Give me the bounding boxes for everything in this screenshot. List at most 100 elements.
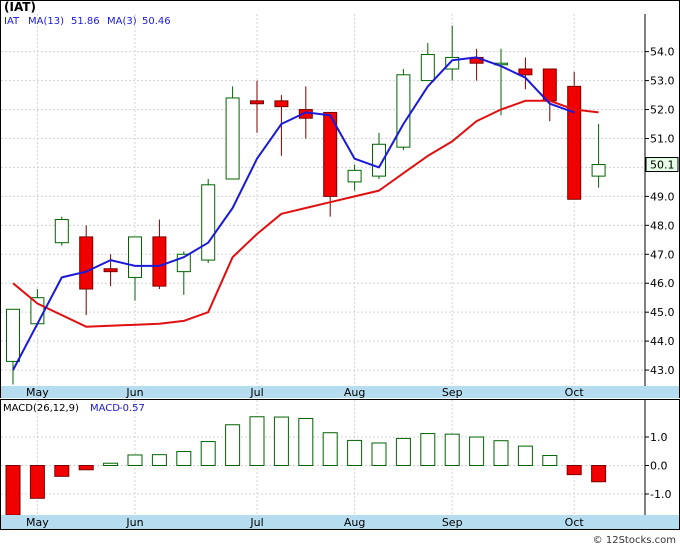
macd-bar-positive [493, 440, 509, 466]
macd-legend-value: -0.57 [119, 403, 145, 414]
macd-tick-label: -1.0 [650, 488, 671, 501]
ma13-line [12, 56, 575, 371]
candle-body-up [420, 54, 435, 82]
candle-body-up [54, 219, 69, 244]
price-tick-label: 48.0 [650, 219, 675, 232]
candle [54, 216, 69, 246]
candle-body-up [347, 169, 362, 183]
candle [225, 86, 240, 180]
candle-body-down [567, 85, 582, 200]
macd-bar-negative [29, 465, 45, 499]
candle [152, 219, 167, 290]
month-label: Aug [344, 386, 365, 399]
month-label: Sep [442, 386, 463, 399]
candle [128, 236, 142, 301]
month-label: Jun [125, 386, 143, 399]
macd-bar-positive [395, 437, 411, 466]
candle-body-up [225, 97, 240, 180]
macd-bar-negative [5, 465, 21, 516]
macd-panel: 1.0 0.0 -1.0 May Jun Jul Aug Sep Oct MACD(26,12… [0, 399, 680, 530]
watermark: © 12Stocks.com [593, 535, 676, 546]
macd-bar-positive [444, 433, 460, 466]
price-tick-label: 45.0 [650, 306, 675, 319]
price-tick-label: 51.0 [650, 132, 675, 145]
candle [518, 57, 533, 90]
month-label: May [26, 516, 49, 529]
price-tick-label: 43.0 [650, 364, 675, 377]
candle-body-down [250, 100, 264, 105]
candle-body-down [274, 100, 289, 108]
candle-body-up [445, 56, 460, 70]
macd-bar-positive [517, 445, 533, 466]
price-tick-label: 54.0 [650, 46, 675, 59]
macd-bar-positive [127, 454, 143, 466]
month-label: Jul [249, 516, 263, 529]
month-label: Aug [344, 516, 365, 529]
candle [79, 225, 94, 316]
price-candles [6, 25, 606, 385]
macd-title: MACD(26,12,9) [3, 403, 79, 414]
macd-bar-negative [591, 465, 607, 483]
price-x-axis: May Jun Jul Aug Sep Oct [26, 386, 584, 399]
macd-bar-positive [151, 454, 167, 467]
macd-bar-positive [371, 442, 387, 466]
macd-bar-positive [420, 433, 436, 466]
macd-x-axis: May Jun Jul Aug Sep Oct [26, 516, 584, 529]
candle-body-up [591, 164, 606, 177]
macd-tick-label: 1.0 [650, 431, 668, 444]
ma3-legend-name: MA(3) [107, 16, 137, 27]
month-label: Sep [442, 516, 463, 529]
candle [250, 80, 264, 133]
price-tick-label: 53.0 [650, 75, 675, 88]
macd-bar-positive [103, 462, 119, 467]
macd-bar-positive [200, 441, 216, 466]
macd-bar-positive [347, 439, 363, 467]
candle-body-down [79, 236, 94, 290]
candle-body-down [542, 68, 557, 102]
macd-x-axis-band [1, 515, 679, 529]
macd-bar-positive [176, 451, 192, 467]
ma13-legend-value: 51.86 [71, 16, 100, 27]
month-label: Jun [125, 516, 143, 529]
candle-body-up [201, 184, 216, 261]
candle-body-down [323, 111, 338, 197]
candle-body-up [128, 236, 142, 278]
macd-bar-negative [54, 465, 70, 477]
price-tick-label: 44.0 [650, 335, 675, 348]
candle-body-up [6, 308, 20, 362]
candle-body-up [30, 297, 45, 325]
candle [396, 69, 411, 151]
macd-bar-negative [566, 465, 582, 476]
candle [372, 132, 386, 180]
month-label: Oct [565, 386, 585, 399]
price-plot-area [1, 14, 645, 386]
ma3-legend-value: 50.46 [142, 16, 171, 27]
macd-bar-positive [298, 417, 314, 467]
candle [420, 42, 435, 82]
month-label: Jul [249, 386, 263, 399]
chart-title: (IAT) [4, 0, 36, 14]
macd-bar-positive [322, 432, 338, 467]
last-price-marker [645, 157, 679, 173]
macd-y-axis: 1.0 0.0 -1.0 [645, 431, 671, 501]
price-tick-label: 49.0 [650, 190, 675, 203]
candle [567, 71, 582, 200]
macd-bar-positive [469, 436, 485, 466]
price-tick-label: 52.0 [650, 104, 675, 117]
candle [445, 25, 460, 81]
moving-averages [12, 56, 599, 371]
macd-legend-name: MACD [90, 403, 120, 414]
candle [6, 308, 20, 385]
candle-body-up [372, 143, 386, 177]
month-label: May [26, 386, 49, 399]
price-tick-label: 46.0 [650, 277, 675, 290]
month-label: Oct [565, 516, 585, 529]
macd-tick-label: 0.0 [650, 460, 668, 473]
candle [201, 179, 216, 263]
price-tick-label: 47.0 [650, 248, 675, 261]
last-price-label: 50.1 [650, 159, 675, 172]
candle-body-down [103, 268, 118, 273]
candle [542, 68, 557, 122]
candle-body-up [396, 74, 411, 148]
